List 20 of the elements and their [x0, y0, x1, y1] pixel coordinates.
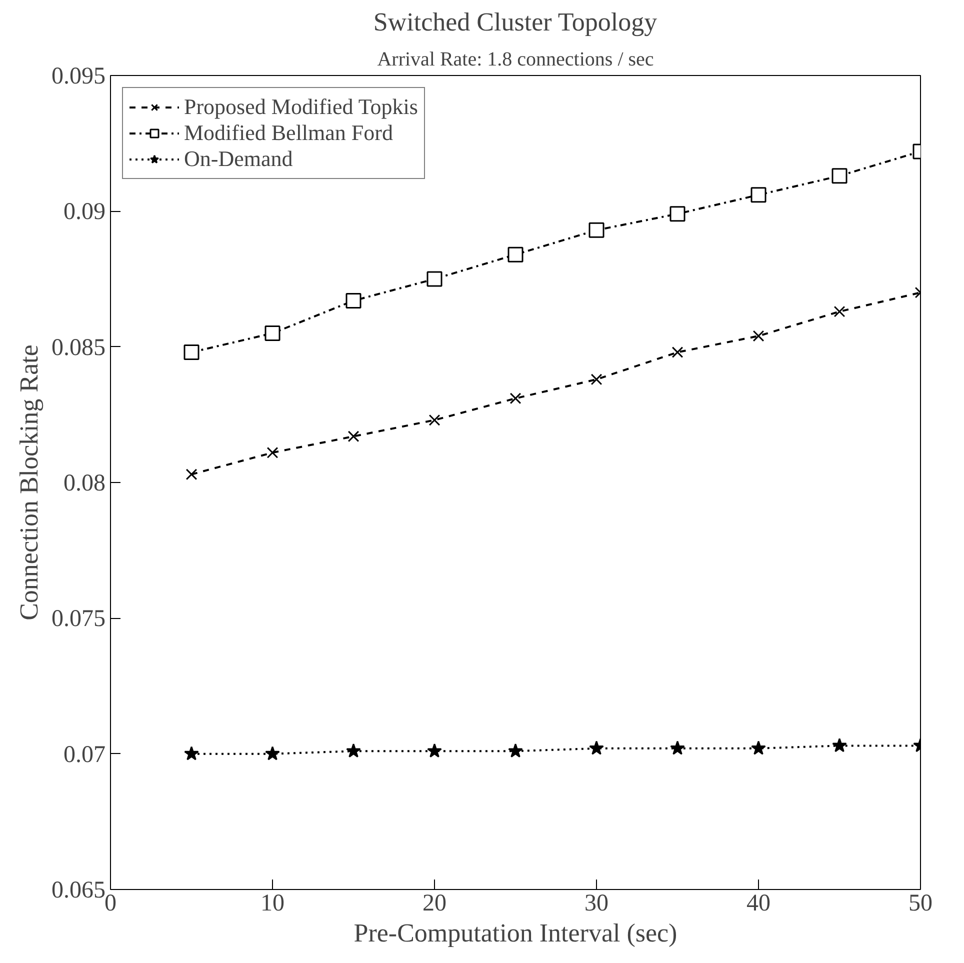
y-axis-title: Connection Blocking Rate: [14, 344, 44, 620]
x-tick-label: 40: [746, 890, 770, 916]
x-tick-label: 30: [584, 890, 608, 916]
x-tick-label: 20: [422, 890, 446, 916]
x-tick-label: 10: [260, 890, 284, 916]
y-tick-label: 0.065: [52, 878, 106, 904]
y-tick-label: 0.08: [64, 470, 106, 496]
x-tick-label: 50: [908, 890, 932, 916]
legend-label: Proposed Modified Topkis: [184, 94, 418, 120]
legend-label: On-Demand: [184, 146, 293, 172]
y-tick-label: 0.095: [52, 64, 106, 90]
legend-label: Modified Bellman Ford: [184, 120, 393, 146]
x-axis-title: Pre-Computation Interval (sec): [354, 918, 678, 948]
x-tick-label: 0: [104, 890, 116, 916]
y-tick-label: 0.09: [64, 199, 106, 226]
y-tick-label: 0.085: [52, 334, 106, 361]
chart-title: Switched Cluster Topology: [373, 8, 658, 36]
chart-subtitle: Arrival Rate: 1.8 connections / sec: [377, 48, 654, 70]
y-tick-label: 0.07: [64, 742, 106, 768]
y-tick-label: 0.075: [52, 606, 106, 632]
